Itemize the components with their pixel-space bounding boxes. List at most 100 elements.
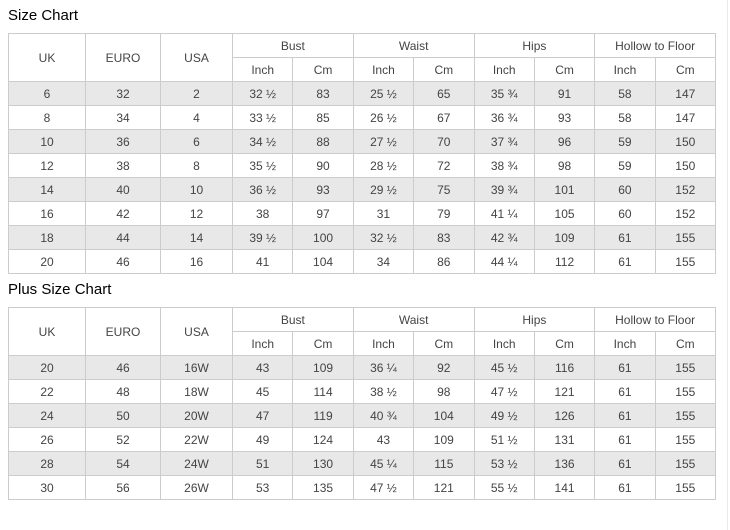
table-cell: 12: [8, 153, 86, 178]
table-cell: 126: [533, 403, 596, 428]
table-cell: 121: [413, 475, 475, 500]
table-cell: 47 ½: [473, 379, 535, 404]
table-cell: 20: [8, 249, 86, 274]
table-cell: 147: [654, 81, 717, 106]
table-cell: 32: [85, 81, 161, 106]
table-cell: 75: [413, 177, 475, 202]
table-cell: 46: [85, 355, 161, 380]
table-cell: 59: [594, 129, 656, 154]
table-cell: 60: [594, 177, 656, 202]
column-header-inch: Inch: [352, 57, 415, 82]
table-cell: 2: [160, 81, 233, 106]
table-cell: 101: [533, 177, 596, 202]
table-cell: 155: [654, 451, 717, 476]
column-header-inch: Inch: [594, 57, 656, 82]
table-cell: 20: [8, 355, 86, 380]
table-cell: 38 ¾: [473, 153, 535, 178]
table-cell: 35 ¾: [473, 81, 535, 106]
table-cell: 43: [231, 355, 294, 380]
table-cell: 61: [594, 427, 656, 452]
table-cell: 28: [8, 451, 86, 476]
table-cell: 30: [8, 475, 86, 500]
table-cell: 85: [292, 105, 354, 130]
table-cell: 79: [413, 201, 475, 226]
plus-size-chart-table: UK EURO USA Bust Waist Hips Hollow to Fl…: [8, 307, 717, 500]
table-cell: 16W: [160, 355, 233, 380]
plus-size-chart-title: Plus Size Chart: [8, 281, 112, 298]
table-cell: 25 ½: [352, 81, 415, 106]
table-cell: 48: [85, 379, 161, 404]
table-cell: 34: [352, 249, 415, 274]
table-cell: 61: [594, 403, 656, 428]
table-cell: 45 ¼: [352, 451, 415, 476]
table-cell: 38: [85, 153, 161, 178]
table-cell: 26W: [160, 475, 233, 500]
column-group-waist: Waist: [352, 307, 475, 332]
table-cell: 155: [654, 475, 717, 500]
table-cell: 104: [292, 249, 354, 274]
table-cell: 38: [231, 201, 294, 226]
table-row: 14 40 10 36 ½ 93 29 ½ 75 39 ¾ 101 60 152: [8, 177, 717, 202]
column-group-hips: Hips: [473, 33, 596, 58]
table-cell: 26 ½: [352, 105, 415, 130]
table-cell: 46: [85, 249, 161, 274]
table-cell: 28 ½: [352, 153, 415, 178]
table-cell: 42: [85, 201, 161, 226]
table-cell: 39 ½: [231, 225, 294, 250]
table-cell: 47 ½: [352, 475, 415, 500]
table-cell: 152: [654, 201, 717, 226]
table-cell: 155: [654, 225, 717, 250]
column-group-hollow-to-floor: Hollow to Floor: [594, 307, 716, 332]
table-cell: 53: [231, 475, 294, 500]
table-cell: 43: [352, 427, 415, 452]
table-cell: 41 ¼: [473, 201, 535, 226]
table-cell: 97: [292, 201, 354, 226]
table-cell: 119: [292, 403, 354, 428]
table-cell: 70: [413, 129, 475, 154]
table-cell: 51: [231, 451, 294, 476]
table-cell: 100: [292, 225, 354, 250]
column-header-inch: Inch: [231, 331, 294, 356]
table-cell: 54: [85, 451, 161, 476]
table-cell: 31: [352, 201, 415, 226]
column-header-uk: UK: [8, 307, 86, 356]
table-cell: 55 ½: [473, 475, 535, 500]
table-cell: 83: [292, 81, 354, 106]
table-cell: 32 ½: [231, 81, 294, 106]
table-cell: 41: [231, 249, 294, 274]
table-cell: 8: [8, 105, 86, 130]
table-cell: 42 ¾: [473, 225, 535, 250]
column-group-waist: Waist: [352, 33, 475, 58]
table-cell: 36: [85, 129, 161, 154]
size-chart-table: UK EURO USA Bust Waist Hips Hollow to Fl…: [8, 33, 717, 274]
table-cell: 6: [160, 129, 233, 154]
table-cell: 116: [533, 355, 596, 380]
table-cell: 12: [160, 201, 233, 226]
page-right-edge-divider: [727, 0, 728, 530]
table-cell: 36 ¼: [352, 355, 415, 380]
table-cell: 93: [292, 177, 354, 202]
table-cell: 109: [292, 355, 354, 380]
table-cell: 38 ½: [352, 379, 415, 404]
size-chart-header: UK EURO USA Bust Waist Hips Hollow to Fl…: [8, 33, 717, 82]
table-cell: 114: [292, 379, 354, 404]
table-cell: 6: [8, 81, 86, 106]
table-cell: 45: [231, 379, 294, 404]
table-cell: 44: [85, 225, 161, 250]
plus-size-chart-body: 20 46 16W 43 109 36 ¼ 92 45 ½ 116 61 155 22 48 18W 45 1…: [8, 355, 717, 500]
table-cell: 58: [594, 105, 656, 130]
table-cell: 58: [594, 81, 656, 106]
table-cell: 124: [292, 427, 354, 452]
table-cell: 34 ½: [231, 129, 294, 154]
table-cell: 4: [160, 105, 233, 130]
table-cell: 155: [654, 379, 717, 404]
table-cell: 34: [85, 105, 161, 130]
column-header-euro: EURO: [85, 307, 161, 356]
table-row: 8 34 4 33 ½ 85 26 ½ 67 36 ¾ 93 58 147: [8, 105, 717, 130]
table-cell: 109: [533, 225, 596, 250]
table-cell: 14: [160, 225, 233, 250]
table-row: 12 38 8 35 ½ 90 28 ½ 72 38 ¾ 98 59 150: [8, 153, 717, 178]
table-cell: 109: [413, 427, 475, 452]
table-cell: 51 ½: [473, 427, 535, 452]
